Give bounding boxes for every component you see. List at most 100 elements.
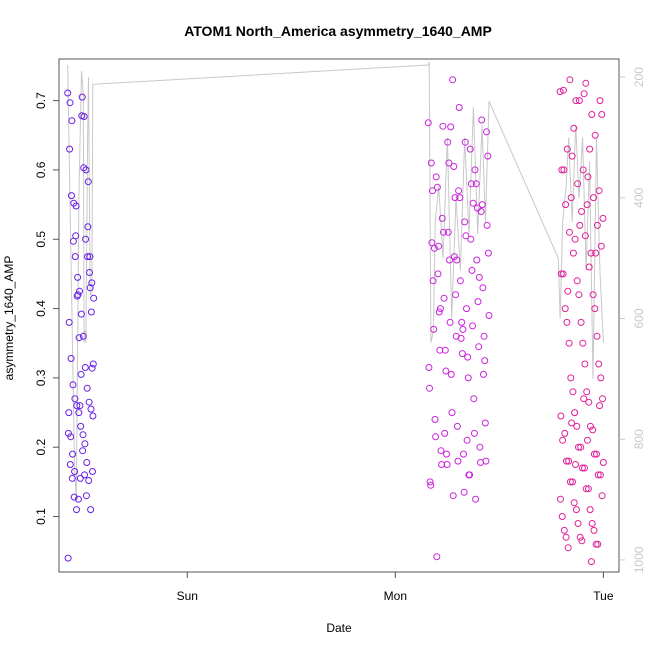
data-point [436, 305, 444, 313]
right-y-tick-label: 200 [632, 67, 646, 87]
data-point [572, 97, 580, 105]
data-point [79, 332, 87, 340]
data-point [563, 318, 571, 326]
data-point [570, 499, 578, 507]
data-point [467, 235, 475, 243]
chart-title: ATOM1 North_America asymmetry_1640_AMP [184, 23, 492, 39]
data-point [473, 204, 481, 212]
data-point [568, 419, 576, 427]
data-point [446, 318, 454, 326]
data-point [581, 464, 588, 472]
data-point [563, 457, 570, 465]
data-point [591, 131, 599, 139]
data-point [557, 412, 565, 420]
data-point [571, 409, 579, 417]
data-point [72, 202, 80, 210]
y-tick-label: 0.3 [34, 369, 48, 386]
data-point [587, 249, 595, 257]
data-point [89, 360, 97, 368]
data-point [589, 426, 597, 434]
data-point [478, 201, 486, 209]
data-point [449, 76, 457, 84]
plot-frame [58, 58, 620, 573]
data-point [444, 138, 452, 146]
data-point [577, 443, 585, 451]
data-point [467, 180, 475, 188]
data-point [596, 471, 604, 479]
data-point [557, 270, 565, 278]
data-point [484, 152, 492, 160]
data-point [468, 266, 476, 274]
data-point [80, 113, 88, 120]
data-point [455, 187, 463, 195]
data-point [483, 221, 491, 229]
data-point [566, 478, 574, 486]
data-point [80, 164, 88, 172]
data-point [475, 273, 483, 281]
data-point [566, 228, 573, 236]
data-point [447, 370, 455, 378]
data-point [432, 173, 440, 181]
data-point [425, 364, 433, 371]
data-point [599, 395, 606, 403]
data-point [82, 166, 90, 174]
data-point [71, 468, 79, 475]
data-point [79, 447, 87, 455]
data-point [484, 249, 492, 257]
data-point [81, 364, 89, 371]
right-y-tick-label: 600 [632, 308, 646, 328]
data-point [590, 450, 598, 458]
data-point [86, 284, 94, 292]
data-point [573, 422, 581, 430]
data-point [582, 79, 590, 87]
data-point [68, 474, 76, 482]
data-point [76, 474, 84, 482]
data-point [563, 145, 571, 153]
data-point [65, 409, 73, 417]
data-point [581, 360, 589, 368]
data-point [582, 485, 590, 493]
data-point [575, 291, 583, 299]
data-point [576, 221, 584, 229]
data-point [450, 253, 458, 261]
data-point [595, 360, 603, 368]
data-point [596, 402, 603, 410]
x-axis: Sun Mon Tue [177, 572, 614, 603]
data-point [463, 436, 471, 444]
data-point [473, 256, 481, 264]
data-point [583, 201, 591, 209]
data-point [430, 244, 438, 252]
data-point [480, 332, 488, 340]
data-point [585, 263, 593, 271]
data-point [572, 461, 579, 468]
data-point [599, 214, 607, 222]
data-point [445, 159, 453, 167]
data-point [584, 485, 592, 493]
data-point [82, 235, 90, 243]
data-point [89, 412, 97, 420]
data-point [71, 253, 79, 261]
data-point [68, 117, 76, 125]
data-point [481, 419, 489, 427]
data-point [77, 422, 85, 430]
y-tick-label: 0.6 [34, 161, 48, 178]
data-point [580, 395, 588, 403]
data-point [449, 492, 457, 500]
data-point [447, 123, 455, 131]
data-point [578, 464, 586, 472]
data-point [556, 88, 564, 96]
data-point [442, 367, 450, 375]
data-point [588, 111, 596, 118]
data-point [560, 166, 568, 174]
data-point [593, 450, 600, 458]
data-point [575, 97, 583, 105]
data-point [427, 159, 435, 167]
data-point [599, 459, 607, 466]
data-point [85, 398, 93, 406]
data-point [590, 526, 598, 534]
data-point [584, 436, 591, 444]
data-point [64, 429, 72, 437]
data-point [464, 353, 472, 361]
data-point [74, 291, 82, 299]
data-point [567, 374, 575, 382]
